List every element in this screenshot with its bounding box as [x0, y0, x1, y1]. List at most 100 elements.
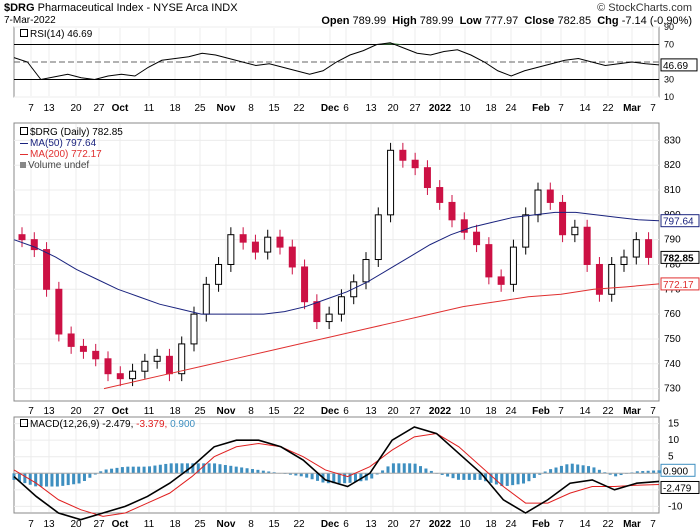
x-tick-label-top: 2022	[429, 103, 452, 114]
macd-hist-bar	[310, 473, 314, 480]
macd-hist-bar	[521, 473, 525, 484]
price-candle-body	[595, 263, 603, 295]
price-tick-label: 760	[664, 309, 681, 320]
x-tick-label-bottom: 18	[169, 519, 181, 530]
macd-hist-bar	[516, 473, 520, 485]
macd-hist-bar	[597, 469, 601, 474]
x-tick-label-top: 13	[43, 103, 55, 114]
macd-hist-bar	[500, 473, 504, 487]
macd-hist-bar	[386, 466, 390, 474]
x-tick-label-top: Dec	[321, 103, 340, 114]
x-tick-label-mid: Feb	[532, 406, 550, 417]
macd-hist-bar	[104, 469, 108, 474]
x-tick-label-bottom: 20	[387, 519, 399, 530]
macd-hist-bar	[581, 465, 585, 474]
price-candle-body	[632, 239, 640, 258]
macd-hist-bar	[451, 473, 455, 479]
chg-value: -7.14 (-0.90%)	[621, 15, 692, 27]
price-legend-swatch	[20, 127, 28, 135]
macd-hist-bar	[657, 470, 661, 474]
rsi-value-label: 46.69	[663, 61, 688, 72]
price-candle-body	[67, 333, 75, 347]
macd-hist-bar	[635, 471, 639, 474]
price-candle-body	[215, 263, 223, 285]
x-tick-label-bottom: 13	[43, 519, 55, 530]
macd-hist-bar	[250, 469, 254, 474]
macd-hist-bar	[614, 473, 618, 477]
macd-hist-bar	[234, 466, 238, 474]
x-tick-label-top: 14	[579, 103, 591, 114]
macd-hist-bar	[185, 463, 189, 474]
x-tick-label-bottom: Oct	[112, 519, 129, 530]
macd-hist-bar	[299, 473, 303, 477]
macd-hist-bar	[120, 467, 124, 474]
price-candle-body	[129, 370, 137, 380]
macd-hist-bar	[153, 465, 157, 474]
x-tick-label-top: 8	[248, 103, 254, 114]
macd-hist-bar	[305, 473, 309, 478]
macd-hist-bar	[440, 473, 444, 475]
price-candle-body	[473, 231, 481, 246]
macd-legend-prefix: MACD(12,26,9)	[30, 419, 100, 430]
macd-hist-bar	[381, 470, 385, 474]
x-tick-label-bottom: 22	[293, 519, 305, 530]
x-tick-label-mid: Mar	[623, 406, 641, 417]
macd-hist-bar	[196, 463, 200, 474]
macd-hist-bar	[164, 463, 168, 474]
high-value: 789.99	[419, 15, 454, 27]
rsi-legend-text: RSI(14) 46.69	[30, 29, 93, 40]
x-tick-label-bottom: Dec	[321, 519, 340, 530]
price-tick-label: 820	[664, 160, 681, 171]
macd-hist-bar	[641, 471, 645, 474]
macd-hist-bar	[72, 473, 76, 485]
x-tick-label-mid: 13	[43, 406, 55, 417]
price-candle-body	[30, 239, 38, 251]
macd-hist-bar	[99, 471, 103, 474]
macd-hist-bar	[202, 463, 206, 474]
x-tick-label-top: Feb	[532, 103, 550, 114]
macd-hist-bar	[23, 473, 27, 484]
high-label: High	[392, 15, 417, 27]
ma50-line	[13, 211, 660, 315]
price-candle-body	[583, 226, 591, 265]
macd-hist-bar	[478, 473, 482, 480]
rsi-legend-swatch	[20, 29, 28, 37]
macd-hist-bar	[39, 473, 43, 487]
x-tick-label-mid: 25	[194, 406, 206, 417]
price-candle-body	[55, 288, 63, 335]
macd-panel	[13, 416, 660, 514]
macd-hist-bar	[332, 473, 336, 484]
macd-hist-bar	[158, 464, 162, 474]
macd-hist-bar	[413, 463, 417, 474]
rsi-line	[13, 42, 660, 81]
macd-value-label-box	[660, 480, 700, 494]
price-candle-body	[79, 345, 87, 352]
x-tick-label-top: Nov	[217, 103, 236, 114]
x-tick-label-mid: 6	[343, 406, 349, 417]
macd-tick-label: 15	[668, 419, 680, 430]
price-candle-body	[178, 343, 186, 375]
macd-hist-bar	[419, 466, 423, 474]
macd-hist-bar	[429, 470, 433, 474]
x-tick-label-mid: 7	[650, 406, 656, 417]
macd-hist-bar	[527, 473, 531, 482]
low-value: 777.97	[484, 15, 519, 27]
macd-hist-bar	[570, 463, 574, 474]
x-tick-label-top: 22	[293, 103, 305, 114]
ma50-label-box	[660, 214, 700, 228]
x-tick-label-mid: 24	[505, 406, 517, 417]
macd-hist-bar	[494, 473, 498, 485]
macd-hist-bar	[348, 473, 352, 483]
macd-hist-bar	[473, 473, 477, 480]
macd-hist-bar	[148, 466, 152, 474]
x-tick-label-mid: 13	[365, 406, 377, 417]
x-tick-label-mid: 8	[248, 406, 254, 417]
rsi-value-box	[660, 58, 698, 72]
symbol: $DRG	[4, 2, 35, 14]
x-tick-label-bottom: Nov	[217, 519, 236, 530]
macd-signal-line	[13, 433, 660, 517]
macd-hist-bar	[424, 468, 428, 474]
x-tick-label-top: 7	[28, 103, 34, 114]
price-tick-label: 790	[664, 235, 681, 246]
ma200-legend: MA(200) 772.17	[30, 149, 102, 160]
